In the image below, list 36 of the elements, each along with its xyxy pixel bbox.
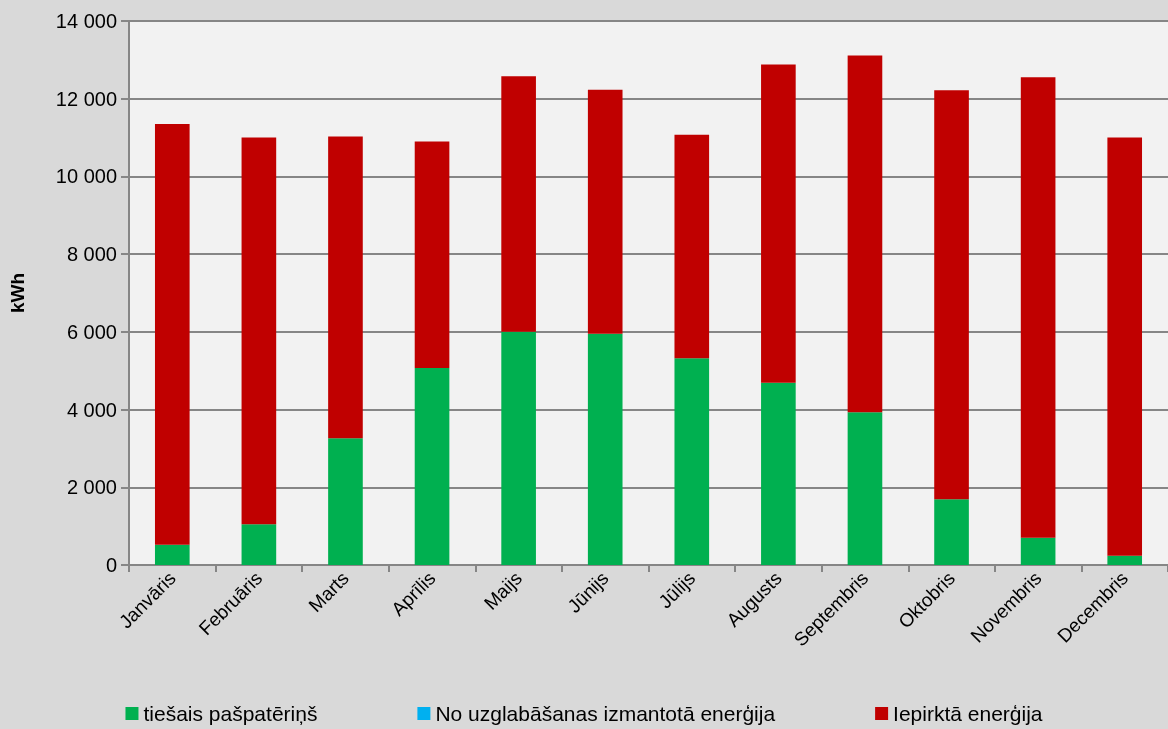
bar [1020,77,1056,538]
bar [154,544,190,565]
bar [414,141,450,368]
bar [414,367,450,565]
bar [241,524,277,565]
legend-label: No uzglabāšanas izmantotā enerģija [435,702,776,725]
y-tick-label: 0 [105,554,117,576]
bar [761,64,796,383]
bar [847,412,883,565]
y-tick-label: 2 000 [66,476,117,499]
bar [587,333,623,565]
bar [934,499,969,565]
bar [501,76,536,332]
y-axis-title: kWh [7,272,28,314]
y-tick-label: 12 000 [55,87,117,110]
bar [154,123,190,545]
bar [1107,137,1143,556]
bar [501,331,536,565]
bar [674,134,710,359]
bar [934,90,969,500]
bar [1020,537,1056,565]
bar [847,55,883,413]
legend-label: Iepirktā enerģija [893,702,1043,725]
legend-label: tiešais pašpatēriņš [143,702,318,725]
y-tick-label: 4 000 [66,398,117,421]
y-tick-label: 8 000 [66,243,117,266]
bar [674,358,710,565]
bar [328,438,363,565]
bar [587,89,623,334]
bar [241,137,277,525]
bar [761,382,796,565]
bar [328,136,363,439]
bar [1107,555,1143,565]
y-tick-label: 10 000 [55,165,117,188]
y-tick-label: 6 000 [66,320,117,343]
y-tick-label: 14 000 [55,10,117,32]
